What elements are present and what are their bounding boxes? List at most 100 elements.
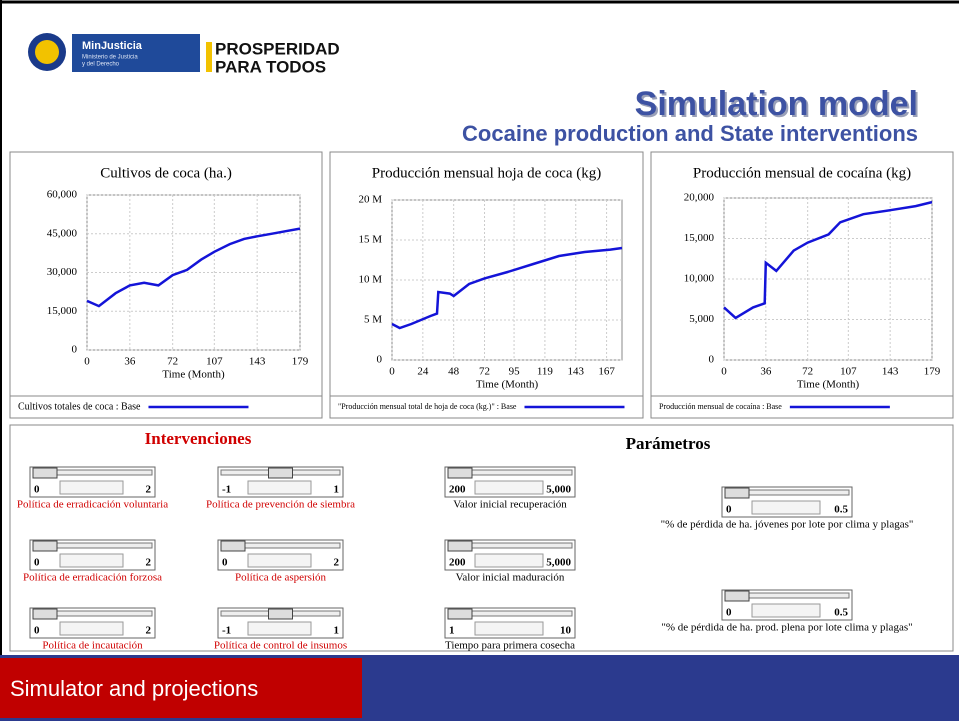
slider-thumb[interactable] [268,608,293,620]
slider-thumb[interactable] [268,467,293,479]
x-tick-label: 143 [249,356,266,368]
y-tick-label: 15,000 [47,305,78,317]
x-axis-label: Time (Month) [797,379,860,391]
slider-thumb[interactable] [724,590,750,602]
slider-thumb[interactable] [220,540,246,552]
x-tick-label: 72 [479,366,490,378]
x-tick-label: 36 [124,356,136,368]
subtitle: Cocaine production and State interventio… [462,121,918,146]
slider-input [474,553,544,568]
slider-thumb[interactable] [447,467,473,479]
x-tick-label: 0 [389,366,395,378]
chart-title: Cultivos de coca (ha.) [100,165,232,181]
slider-min: 1 [449,625,455,637]
slider-label: Política de erradicación voluntaria [17,499,168,511]
title: Simulation model [635,85,918,123]
slider-max: 2 [146,484,152,496]
y-tick-label: 0 [72,344,78,356]
logo-gov: PROSPERIDAD [215,39,340,58]
y-tick-label: 10,000 [684,273,715,285]
slider-label: Política de control de insumos [214,640,347,652]
x-tick-label: 24 [417,366,429,378]
y-tick-label: 30,000 [47,266,78,278]
logo-ministry-sub: y del Derecho [82,62,120,68]
slider-label: "% de pérdida de ha. jóvenes por lote po… [661,519,914,531]
x-tick-label: 72 [167,356,178,368]
slider-max: 2 [146,557,152,569]
y-tick-label: 20,000 [684,192,715,204]
series-line [86,227,301,308]
section-title: Intervenciones [145,429,252,448]
slider-input [247,480,312,495]
legend-label: "Producción mensual total de hoja de coc… [338,402,517,411]
slider-min: 0 [34,625,40,637]
plot-area [391,199,623,361]
slider-thumb[interactable] [447,540,473,552]
slider-input [474,480,544,495]
slider-min: -1 [222,484,231,496]
logo-bar [206,42,212,72]
x-tick-label: 0 [84,356,90,368]
slider-max: 5,000 [546,557,571,569]
slider-label: Tiempo para primera cosecha [445,640,575,652]
slider-min: 0 [34,484,40,496]
legend-label: Cultivos totales de coca : Base [18,401,141,412]
y-tick-label: 5 M [364,314,382,326]
x-tick-label: 36 [760,366,772,378]
slider-max: 5,000 [546,484,571,496]
slider-input [474,621,544,636]
slider-max: 0.5 [834,607,848,619]
slider-thumb[interactable] [724,487,750,499]
slider-input [59,480,124,495]
slider-thumb[interactable] [32,608,58,620]
y-tick-label: 45,000 [47,227,78,239]
slider-min: 0 [726,607,732,619]
slider-max: 0.5 [834,504,848,516]
x-axis-label: Time (Month) [476,379,539,391]
slider-label: Valor inicial recuperación [453,499,567,511]
y-tick-label: 0 [709,354,715,366]
slider-thumb[interactable] [447,608,473,620]
y-tick-label: 60,000 [47,189,78,201]
slider-thumb[interactable] [32,540,58,552]
slider-input [247,553,312,568]
y-tick-label: 20 M [358,194,382,206]
slider-max: 2 [334,557,340,569]
x-tick-label: 143 [882,366,899,378]
logo-gov: PARA TODOS [215,57,326,76]
slider-label: Política de aspersión [235,572,327,584]
slider-input [247,621,312,636]
x-tick-label: 143 [567,366,584,378]
slider-label: Valor inicial maduración [456,572,565,584]
footer-box [0,658,362,718]
series-line [723,200,933,320]
slider-label: "% de pérdida de ha. prod. plena por lot… [661,622,912,634]
y-tick-label: 15,000 [684,232,715,244]
slider-max: 1 [334,484,340,496]
section-title: Parámetros [626,434,711,453]
slider-label: Política de incautación [42,640,143,652]
x-tick-label: 167 [598,366,615,378]
slider-min: 0 [726,504,732,516]
x-tick-label: 48 [448,366,460,378]
chart-title: Producción mensual de cocaína (kg) [693,165,911,181]
x-tick-label: 107 [840,366,857,378]
slider-thumb[interactable] [32,467,58,479]
x-axis-label: Time (Month) [162,369,225,381]
slider-label: Política de erradicación forzosa [23,572,162,584]
x-tick-label: 95 [509,366,521,378]
y-tick-label: 10 M [358,274,382,286]
legend-label: Producción mensual de cocaína : Base [659,402,782,411]
slider-max: 1 [334,625,340,637]
slider-min: -1 [222,625,231,637]
series-line [391,246,623,330]
y-tick-label: 5,000 [689,313,714,325]
slider-input [751,500,821,515]
y-tick-label: 0 [377,354,383,366]
slider-min: 200 [449,484,466,496]
y-tick-label: 15 M [358,234,382,246]
title-shadow: Simulation model [637,87,920,125]
slider-min: 0 [34,557,40,569]
slider-max: 10 [560,625,572,637]
